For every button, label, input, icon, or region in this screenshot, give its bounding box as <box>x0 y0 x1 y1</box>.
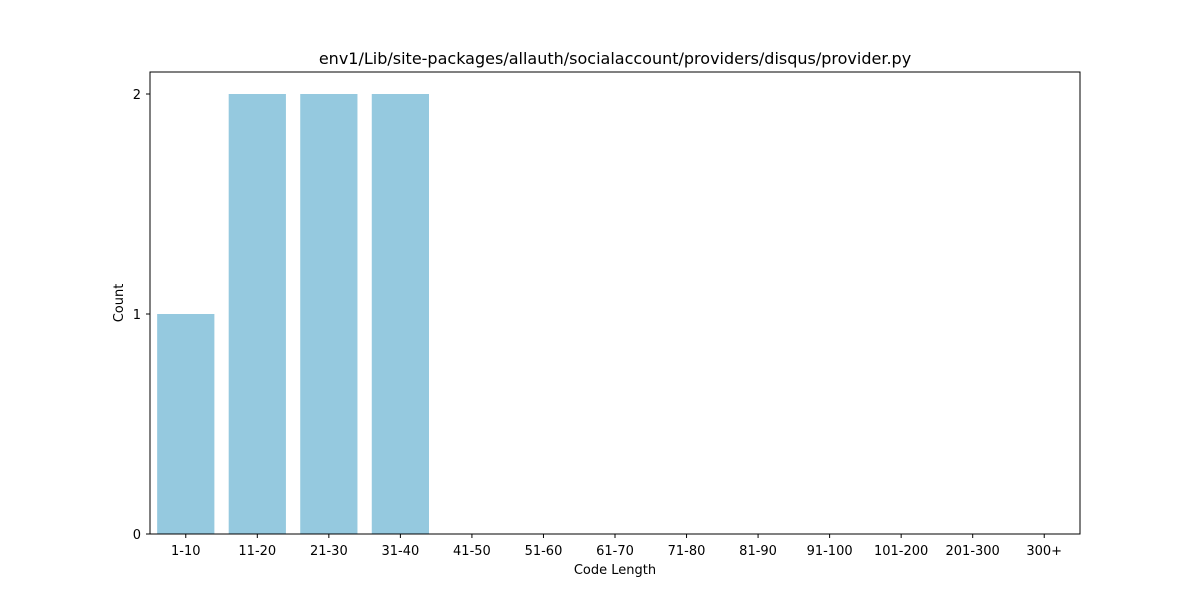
bar-11-20 <box>229 94 286 534</box>
x-tick-label: 51-60 <box>525 544 563 559</box>
bar-1-10 <box>157 314 214 534</box>
x-tick-label: 91-100 <box>807 544 853 559</box>
x-axis-label: Code Length <box>574 563 656 578</box>
x-tick-label: 31-40 <box>381 544 419 559</box>
x-tick-label: 101-200 <box>874 544 928 559</box>
x-tick-label: 41-50 <box>453 544 491 559</box>
x-tick-label: 11-20 <box>238 544 276 559</box>
x-tick-label: 61-70 <box>596 544 634 559</box>
bar-21-30 <box>300 94 357 534</box>
x-tick-label: 1-10 <box>171 544 201 559</box>
x-tick-label: 71-80 <box>668 544 706 559</box>
bar-31-40 <box>372 94 429 534</box>
chart-title: env1/Lib/site-packages/allauth/socialacc… <box>319 49 911 68</box>
y-tick-label: 0 <box>133 528 141 543</box>
y-tick-label: 2 <box>133 88 141 103</box>
y-axis-label: Count <box>112 284 127 323</box>
x-tick-label: 201-300 <box>946 544 1000 559</box>
x-tick-label: 300+ <box>1026 544 1062 559</box>
x-tick-label: 21-30 <box>310 544 348 559</box>
x-tick-label: 81-90 <box>739 544 777 559</box>
y-tick-label: 1 <box>133 308 141 323</box>
